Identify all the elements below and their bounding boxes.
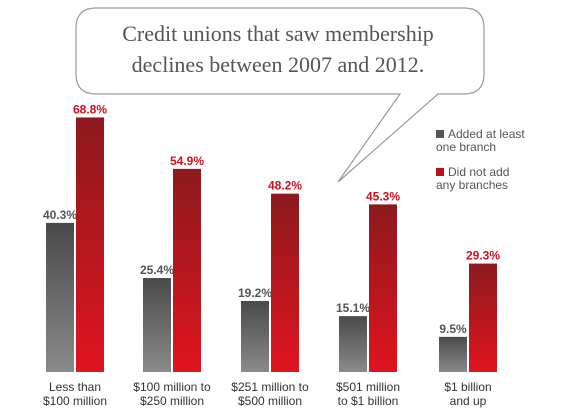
bar-no-branch-2 <box>173 168 201 372</box>
chart-title: Credit unions that saw membership declin… <box>78 18 478 80</box>
legend-item-added-branch: Added at least one branch <box>436 128 525 154</box>
legend-label-added-line-1: Added at least <box>448 127 525 141</box>
category-label-1: Less than $100 million <box>43 380 107 408</box>
bar-added-branch-1 <box>46 222 74 372</box>
legend-label-none-line-1: Did not add <box>448 165 510 179</box>
category-label-3: $251 million to $500 million <box>231 380 309 408</box>
data-label-added-branch-2: 25.4% <box>140 263 174 277</box>
bar-no-branch-5 <box>469 263 497 372</box>
speech-bubble <box>75 7 485 183</box>
bar-added-branch-4 <box>339 316 367 372</box>
data-label-no-branch-1: 68.8% <box>73 102 107 116</box>
bar-added-branch-3 <box>241 300 269 372</box>
data-label-no-branch-5: 29.3% <box>466 249 500 263</box>
bar-no-branch-3 <box>271 193 299 372</box>
bar-added-branch-2 <box>143 278 171 372</box>
chart-title-line-1: Credit unions that saw membership <box>122 21 434 46</box>
data-label-no-branch-3: 48.2% <box>268 179 302 193</box>
category-label-2: $100 million to $250 million <box>133 380 211 408</box>
legend-item-no-branch: Did not add any branches <box>436 166 509 192</box>
legend-label-none-line-2: any branches <box>436 178 509 192</box>
chart-title-line-2: declines between 2007 and 2012. <box>131 52 425 77</box>
legend-swatch-red <box>436 168 444 176</box>
category-label-4: $501 million to $1 billion <box>336 380 400 408</box>
data-label-added-branch-5: 9.5% <box>439 322 467 336</box>
bar-added-branch-5 <box>439 336 467 372</box>
category-label-5: $1 billion and up <box>444 380 491 408</box>
bar-no-branch-4 <box>369 204 397 372</box>
data-label-no-branch-4: 45.3% <box>366 189 400 203</box>
legend-label-added-line-2: one branch <box>436 140 497 154</box>
data-label-added-branch-4: 15.1% <box>336 301 370 315</box>
data-label-added-branch-1: 40.3% <box>43 208 77 222</box>
data-label-added-branch-3: 19.2% <box>238 286 272 300</box>
data-label-no-branch-2: 54.9% <box>170 154 204 168</box>
legend-swatch-gray <box>436 130 444 138</box>
bar-no-branch-1 <box>76 117 104 372</box>
